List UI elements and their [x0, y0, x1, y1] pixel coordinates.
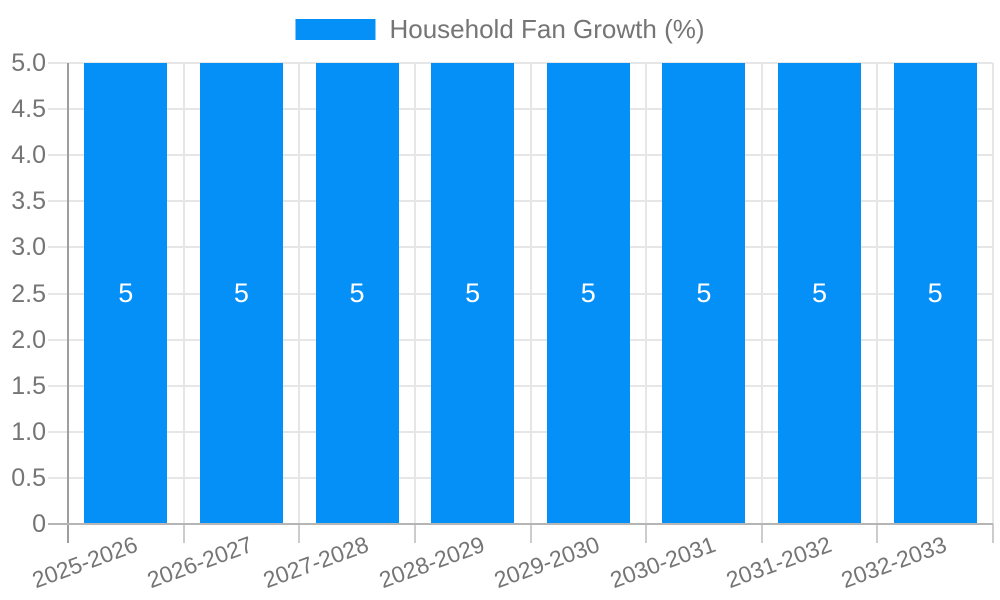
y-axis-tick-label: 2.0: [11, 325, 46, 354]
legend-swatch: [295, 19, 376, 40]
legend-label: Household Fan Growth (%): [389, 14, 705, 44]
x-gridline: [992, 63, 994, 524]
y-axis-tick-label: 5.0: [11, 49, 46, 77]
x-axis-category-label: 2025-2026: [28, 531, 141, 594]
x-axis-tick: [529, 524, 532, 543]
bar-value-label: 5: [349, 278, 365, 308]
y-gridline: [48, 384, 993, 387]
y-axis-tick-label: 4.0: [11, 141, 46, 170]
bar[interactable]: 5: [431, 63, 515, 524]
x-gridline: [182, 63, 185, 524]
bar[interactable]: 5: [893, 63, 977, 524]
x-axis-category-label: 2031-2032: [722, 531, 835, 594]
y-axis-tick-label: 1.0: [11, 417, 46, 446]
y-gridline: [48, 430, 993, 433]
bar[interactable]: 5: [315, 63, 399, 524]
bar-value-label: 5: [580, 278, 596, 308]
y-gridline: [48, 292, 993, 295]
y-axis-tick-label: 1.5: [11, 371, 46, 400]
y-gridline: [48, 476, 993, 479]
x-axis-category-label: 2029-2030: [490, 531, 604, 594]
x-axis-category-label: 2030-2031: [606, 531, 719, 594]
x-axis-category-label: 2032-2033: [837, 531, 951, 594]
y-axis-tick-label: 3.5: [11, 187, 46, 216]
y-gridline: [48, 246, 993, 249]
y-axis-tick-label: 4.5: [11, 95, 46, 124]
bar[interactable]: 5: [546, 63, 630, 524]
x-gridline: [876, 63, 879, 524]
x-axis-tick: [992, 524, 994, 543]
y-axis-line: [67, 63, 69, 543]
x-axis-tick: [645, 524, 648, 543]
bar[interactable]: 5: [84, 63, 168, 524]
y-axis-tick-label: 0.5: [11, 463, 46, 492]
bar-value-label: 5: [465, 278, 481, 308]
x-axis-tick: [413, 524, 416, 543]
y-axis-tick-label: 0: [32, 510, 46, 538]
x-gridline: [298, 63, 301, 524]
y-gridline: [48, 338, 993, 341]
x-axis-category-label: 2027-2028: [259, 531, 372, 594]
bar-value-label: 5: [812, 278, 828, 308]
x-axis-tick: [298, 524, 301, 543]
x-axis-category-label: 2026-2027: [144, 531, 257, 594]
bar-value-label: 5: [927, 278, 943, 308]
y-gridline: [48, 200, 993, 203]
x-gridline: [645, 63, 648, 524]
bar-value-label: 5: [118, 278, 134, 308]
bar[interactable]: 5: [199, 63, 283, 524]
x-axis-tick: [760, 524, 763, 543]
y-axis-tick-label: 3.0: [11, 233, 46, 262]
bar[interactable]: 5: [662, 63, 746, 524]
y-gridline: [48, 154, 993, 157]
x-axis-baseline: [48, 523, 993, 525]
y-axis-tick-label: 2.5: [11, 279, 46, 308]
y-gridline: [48, 108, 993, 111]
x-gridline: [413, 63, 416, 524]
y-gridline: [48, 62, 993, 64]
bar-value-label: 5: [233, 278, 249, 308]
legend: Household Fan Growth (%): [295, 14, 705, 45]
bar-value-label: 5: [696, 278, 712, 308]
x-axis-tick: [182, 524, 185, 543]
x-axis-tick: [876, 524, 879, 543]
x-axis-category-label: 2028-2029: [375, 531, 488, 594]
bar[interactable]: 5: [778, 63, 862, 524]
x-gridline: [760, 63, 763, 524]
x-gridline: [529, 63, 532, 524]
